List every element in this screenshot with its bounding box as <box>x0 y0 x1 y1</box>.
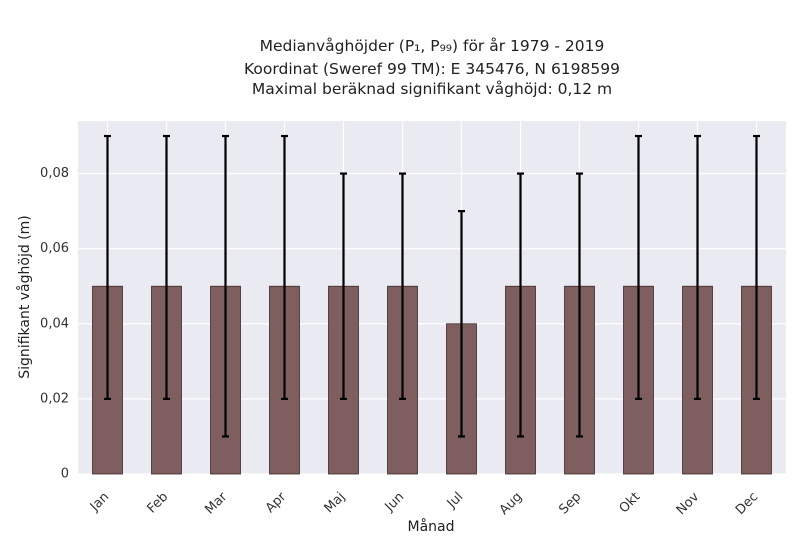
y-tick-label-4: 0,08 <box>40 166 69 181</box>
error-bar-mar <box>222 134 229 438</box>
plot-area <box>78 121 786 474</box>
chart-title-line-1: Medianvåghöjder (P₁, P₉₉) för år 1979 - … <box>260 37 605 55</box>
error-bar-sep <box>576 172 583 438</box>
x-tick-label-jan: Jan <box>87 490 112 515</box>
error-bar-aug <box>517 172 524 438</box>
y-axis-label: Signifikant våghöjd (m) <box>16 215 33 378</box>
x-tick-label-maj: Maj <box>322 490 349 517</box>
y-tick-label-0: 0 <box>61 467 69 482</box>
error-bar-feb <box>163 134 170 400</box>
chart-title-line-2: Koordinat (Sweref 99 TM): E 345476, N 61… <box>244 60 620 78</box>
error-bar-apr <box>281 134 288 400</box>
x-tick-label-nov: Nov <box>674 489 703 518</box>
y-tick-label-2: 0,04 <box>40 316 69 331</box>
x-tick-label-sep: Sep <box>556 490 584 518</box>
y-tick-label-3: 0,06 <box>40 241 69 256</box>
x-tick-label-dec: Dec <box>733 490 761 518</box>
error-bars <box>104 134 760 438</box>
y-tick-label-1: 0,02 <box>40 391 69 406</box>
error-bar-okt <box>635 134 642 400</box>
chart-title-line-3: Maximal beräknad signifikant våghöjd: 0,… <box>252 80 612 98</box>
x-tick-label-mar: Mar <box>202 489 230 517</box>
y-tick-labels: 0 0,02 0,04 0,06 0,08 <box>40 166 69 481</box>
error-bar-jul <box>458 210 465 438</box>
x-tick-label-jun: Jun <box>382 490 408 516</box>
x-tick-label-aug: Aug <box>497 490 526 519</box>
x-tick-labels: Jan Feb Mar Apr Maj Jun Jul Aug Sep Okt Nov Dec <box>87 489 761 518</box>
x-tick-label-jul: Jul <box>444 490 466 512</box>
x-tick-label-feb: Feb <box>144 490 171 517</box>
error-bar-maj <box>340 172 347 400</box>
error-bar-jun <box>399 172 406 400</box>
error-bar-nov <box>694 134 701 400</box>
error-bar-jan <box>104 134 111 400</box>
x-axis-label: Månad <box>408 518 455 535</box>
x-tick-label-apr: Apr <box>263 489 290 516</box>
x-tick-label-okt: Okt <box>617 490 644 517</box>
error-bar-dec <box>753 134 760 400</box>
